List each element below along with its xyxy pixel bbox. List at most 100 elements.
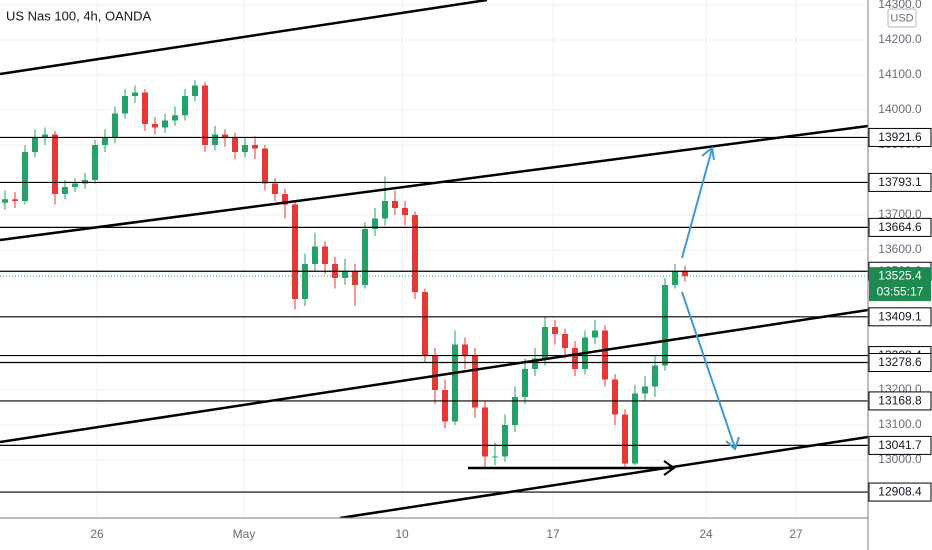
candle-body	[512, 397, 518, 426]
candle-body	[1, 199, 8, 203]
last-price-label: 13525.4	[878, 268, 922, 282]
currency[interactable]: USD	[890, 12, 913, 24]
arrow-line	[681, 148, 713, 259]
candle-body	[302, 264, 308, 300]
candle-body	[402, 208, 408, 216]
candle-body	[272, 183, 278, 195]
candle-body	[252, 145, 258, 149]
candle-body	[492, 456, 498, 458]
arrow-head	[663, 460, 676, 476]
candle-body	[102, 138, 108, 146]
x-tick-label: 26	[90, 527, 104, 541]
y-tick-label: 14000.0	[878, 102, 922, 116]
level-label: 13278.6	[878, 355, 922, 369]
arrow-head	[701, 146, 715, 161]
x-axis-bg	[0, 518, 932, 550]
candle-body	[82, 180, 88, 184]
candle-body	[392, 201, 398, 209]
level-label-box	[868, 482, 932, 502]
candle-body	[212, 134, 218, 146]
level-label-box	[868, 307, 932, 327]
candle-body	[152, 124, 158, 128]
trend-line	[339, 435, 869, 520]
trend-line	[0, 124, 869, 242]
level-label-box	[868, 127, 932, 147]
candle-body	[632, 393, 638, 464]
candle-body	[112, 113, 118, 139]
candle-body	[72, 183, 78, 188]
candle-body	[422, 292, 428, 356]
chart-title: US Nas 100, 4h, OANDA	[6, 8, 152, 23]
candle-body	[642, 386, 648, 394]
candle-body	[682, 271, 688, 277]
candle-body	[502, 425, 508, 457]
level-label-box	[868, 217, 932, 237]
candle-body	[432, 355, 438, 391]
candle-body	[162, 120, 168, 128]
candle-body	[172, 115, 178, 121]
candle-body	[572, 348, 578, 370]
candle-body	[122, 96, 128, 114]
candle-body	[532, 358, 538, 370]
currency-box[interactable]	[887, 8, 917, 28]
candle-body	[12, 199, 18, 202]
candle-body	[652, 365, 658, 387]
candle-body	[42, 134, 48, 139]
candle-body	[612, 379, 618, 415]
x-tick-label: 10	[395, 527, 409, 541]
x-tick-label: 17	[546, 527, 560, 541]
candle-body	[352, 271, 358, 286]
candle-body	[562, 334, 568, 349]
candle-body	[192, 85, 198, 97]
candle-body	[322, 246, 328, 265]
candle-body	[202, 85, 208, 146]
x-tick-label: 27	[789, 527, 803, 541]
candle-body	[182, 96, 188, 116]
candle-body	[292, 204, 298, 300]
candle-body	[282, 194, 288, 205]
level-label-box	[868, 435, 932, 455]
candle-body	[552, 327, 558, 335]
candle-body	[242, 145, 248, 153]
countdown: 03:55:17	[877, 284, 924, 298]
level-label-box	[868, 352, 932, 372]
level-label: 13793.1	[878, 175, 922, 189]
candle-body	[452, 344, 458, 422]
last-price-box	[869, 267, 931, 302]
level-label: 13409.1	[878, 309, 922, 323]
level-label-box	[868, 172, 932, 192]
y-tick-label: 14100.0	[878, 67, 922, 81]
y-tick-label: 13100.0	[878, 417, 922, 431]
drawings	[0, 0, 869, 520]
level-label: 13921.6	[878, 130, 922, 144]
candle-body	[522, 369, 528, 398]
y-tick-label: 14200.0	[878, 32, 922, 46]
candle-body	[472, 355, 478, 408]
level-label: 13664.6	[878, 220, 922, 234]
candle-body	[622, 414, 628, 464]
candle-body	[362, 229, 368, 286]
arrow-head	[725, 436, 740, 451]
candle-body	[132, 92, 138, 97]
candle-body	[372, 218, 378, 230]
candle-body	[22, 152, 28, 202]
candle-body	[482, 407, 488, 457]
trend-line	[0, 308, 869, 444]
level-label: 13041.7	[878, 438, 922, 452]
x-tick-label: May	[233, 527, 256, 541]
candle-body	[32, 138, 38, 153]
labels: 26 May 10 17 24 27 14300.0 14200.0 14100.0 14000.…	[90, 0, 932, 541]
candle-body	[232, 138, 238, 153]
x-tick-label: 24	[699, 527, 713, 541]
candle-body	[542, 327, 548, 359]
candle-body	[442, 390, 448, 422]
arrow-line	[681, 291, 736, 449]
candle-body	[342, 271, 348, 279]
level-label: 13168.8	[878, 394, 922, 408]
candle-body	[262, 148, 268, 184]
level-label: 12908.4	[878, 485, 922, 499]
candle-body	[382, 201, 388, 219]
y-tick-label: 13600.0	[878, 242, 922, 256]
